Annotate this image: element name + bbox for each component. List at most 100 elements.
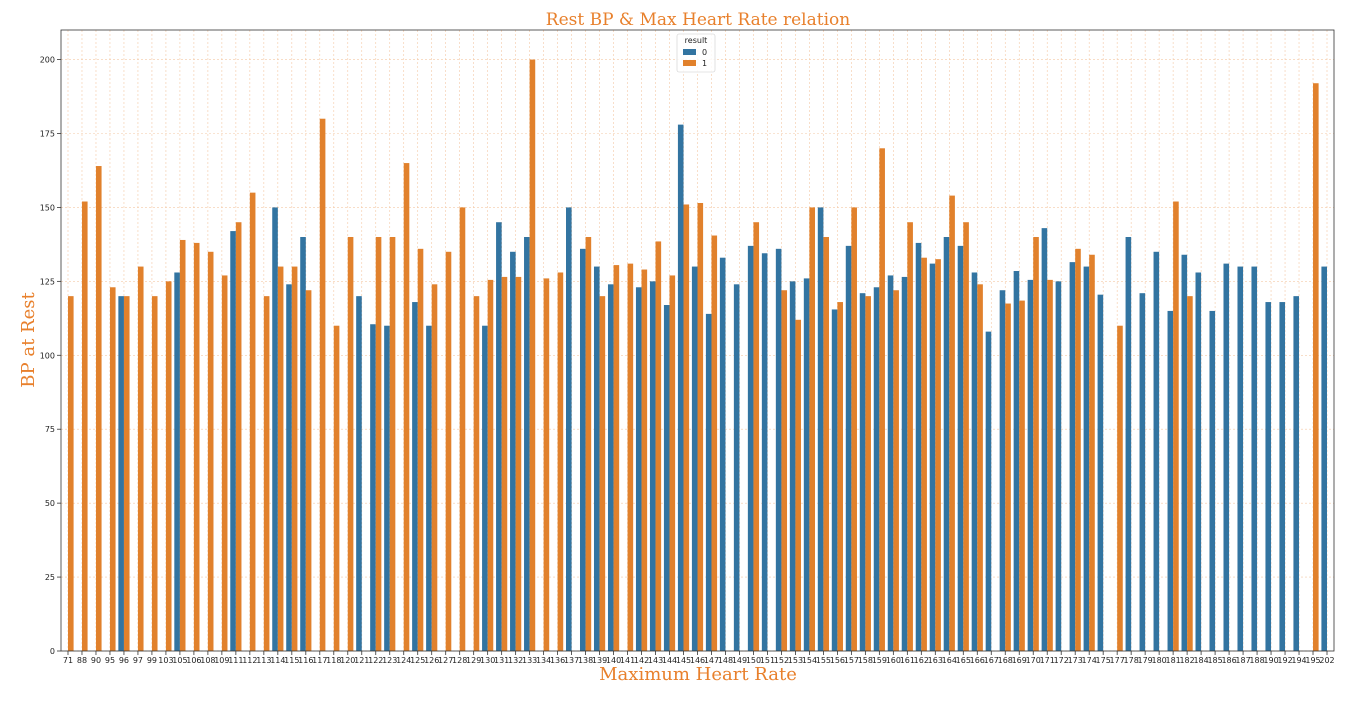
bar-series-1	[529, 59, 536, 652]
bar-series-0	[971, 272, 978, 651]
x-tick-label: 140	[606, 656, 621, 665]
y-tick-label: 25	[45, 573, 55, 582]
bar-series-1	[95, 166, 102, 651]
y-tick-label: 200	[40, 56, 55, 65]
x-tick-label: 117	[312, 656, 327, 665]
x-tick-label: 143	[648, 656, 663, 665]
bar-series-0	[496, 222, 502, 651]
bar-series-1	[781, 290, 788, 651]
bar-series-1	[753, 222, 760, 651]
bar-series-0	[1195, 272, 1202, 651]
bar-series-0	[524, 237, 530, 651]
bar-series-0	[649, 281, 656, 651]
bar-series-0	[510, 251, 516, 652]
bar-series-1	[487, 279, 494, 651]
x-tick-label: 105	[172, 656, 187, 665]
x-tick-label: 167	[984, 656, 999, 665]
x-tick-label: 168	[998, 656, 1013, 665]
bar-series-1	[221, 275, 228, 651]
bar-series-1	[655, 241, 662, 651]
x-tick-label: 158	[858, 656, 873, 665]
x-tick-label: 162	[914, 656, 929, 665]
bar-series-0	[384, 325, 390, 651]
legend-swatch-1	[683, 60, 696, 66]
bar-series-1	[305, 290, 312, 651]
legend-title: result	[685, 36, 708, 45]
bar-series-1	[319, 118, 326, 651]
bar-series-0	[286, 284, 292, 651]
bar-series-1	[809, 207, 816, 651]
bar-series-0	[230, 231, 236, 652]
x-tick-label: 184	[1193, 656, 1208, 665]
bar-series-0	[719, 257, 726, 651]
x-tick-label: 150	[746, 656, 761, 665]
bar-series-0	[663, 305, 670, 651]
bar-series-0	[1279, 302, 1286, 651]
bar-series-1	[235, 222, 242, 651]
legend-swatch-0	[683, 49, 696, 55]
x-tick-label: 157	[844, 656, 859, 665]
bar-series-0	[426, 325, 432, 651]
x-tick-label: 152	[774, 656, 789, 665]
x-tick-label: 108	[200, 656, 215, 665]
bar-series-1	[963, 222, 969, 651]
y-tick-label: 100	[40, 351, 55, 360]
x-tick-label: 155	[816, 656, 831, 665]
x-tick-label: 112	[242, 656, 257, 665]
bar-series-1	[837, 302, 843, 651]
bar-series-0	[1097, 294, 1104, 651]
bar-series-0	[901, 276, 908, 651]
x-tick-label: 179	[1138, 656, 1153, 665]
x-tick-label: 111	[228, 656, 243, 665]
bar-series-0	[957, 245, 964, 651]
bar-series-1	[851, 207, 857, 651]
bar-series-0	[1167, 310, 1174, 651]
x-tick-label: 124	[396, 656, 411, 665]
bar-series-0	[1251, 266, 1258, 651]
bar-series-0	[272, 207, 278, 651]
bar-series-0	[1153, 251, 1160, 652]
bar-series-0	[831, 309, 838, 651]
y-tick-label: 75	[45, 425, 55, 434]
bar-series-0	[1265, 302, 1272, 651]
x-tick-label: 182	[1179, 656, 1194, 665]
bar-series-1	[403, 163, 410, 652]
legend: result 0 1	[676, 33, 716, 73]
bar-series-0	[859, 293, 866, 651]
y-tick-label: 175	[40, 130, 55, 139]
bar-series-1	[921, 257, 927, 651]
x-tick-label: 122	[368, 656, 383, 665]
x-tick-label: 159	[872, 656, 887, 665]
bar-series-0	[1293, 296, 1300, 651]
bar-series-1	[711, 235, 718, 651]
bar-series-0	[775, 248, 782, 652]
bar-series-1	[865, 296, 871, 651]
bar-series-1	[697, 202, 704, 651]
bar-series-0	[845, 245, 852, 651]
bar-series-0	[118, 296, 124, 651]
x-tick-label: 163	[928, 656, 943, 665]
bar-series-1	[431, 284, 438, 651]
x-tick-label: 142	[634, 656, 649, 665]
bar-series-0	[593, 266, 600, 651]
bar-series-1	[879, 148, 885, 652]
x-tick-label: 149	[732, 656, 747, 665]
x-tick-label: 129	[466, 656, 481, 665]
x-tick-label: 151	[760, 656, 775, 665]
x-tick-label: 187	[1235, 656, 1250, 665]
x-tick-label: 103	[158, 656, 173, 665]
x-tick-label: 164	[942, 656, 957, 665]
x-tick-label: 181	[1165, 656, 1180, 665]
bar-series-1	[977, 284, 983, 651]
bars	[67, 59, 1328, 652]
bar-series-0	[943, 237, 950, 651]
bar-series-0	[1013, 271, 1020, 651]
x-tick-label: 99	[147, 656, 157, 665]
x-tick-label: 106	[186, 656, 201, 665]
bar-series-0	[1321, 266, 1328, 651]
x-tick-label: 97	[133, 656, 143, 665]
bar-series-0	[1055, 281, 1062, 651]
bar-series-1	[193, 242, 200, 651]
x-tick-label: 174	[1082, 656, 1097, 665]
x-tick-label: 192	[1277, 656, 1292, 665]
